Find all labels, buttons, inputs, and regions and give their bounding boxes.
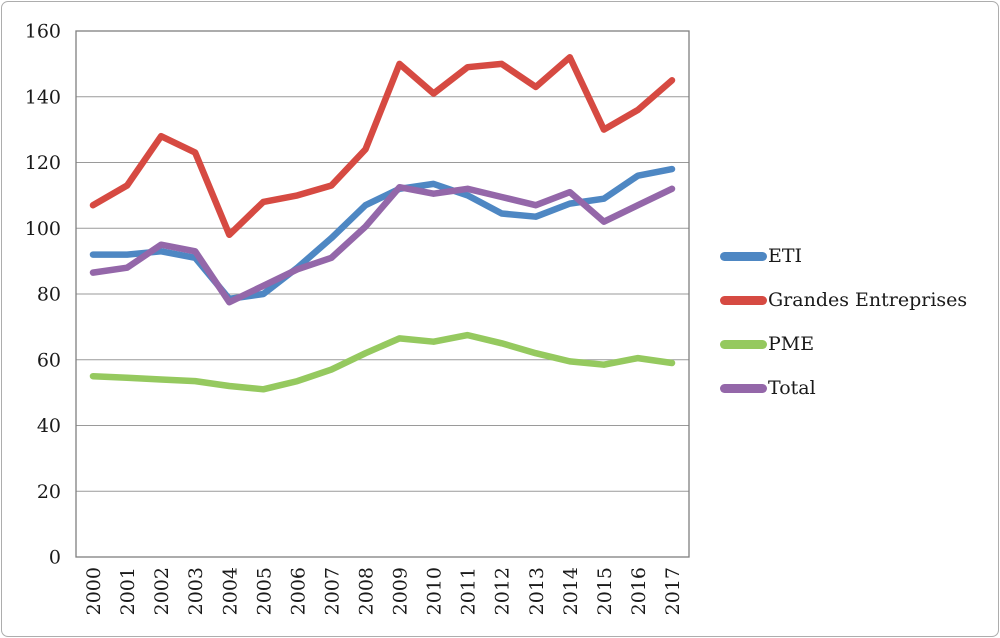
- y-tick-label: 80: [37, 284, 61, 306]
- series-line-eti: [89, 165, 676, 303]
- legend-item-grandes-entreprises: Grandes Entreprises: [720, 278, 967, 322]
- x-tick-label: 2001: [117, 567, 139, 615]
- x-tick-label: 2017: [662, 567, 684, 615]
- plot-border: [75, 30, 690, 558]
- legend-label-total: Total: [768, 377, 816, 399]
- y-tick-label: 40: [37, 415, 61, 437]
- y-tick-label: 140: [25, 86, 61, 108]
- x-tick-label: 2009: [390, 567, 412, 615]
- legend-label-eti: ETI: [768, 245, 803, 267]
- legend-marker-pme: [720, 339, 767, 349]
- x-tick-label: 2010: [424, 567, 446, 615]
- x-tick-label: 2016: [628, 567, 650, 615]
- legend-item-eti: ETI: [720, 234, 967, 278]
- series-line-pme: [89, 331, 676, 393]
- x-tick-label: 2007: [321, 567, 343, 615]
- legend-item-pme: PME: [720, 322, 967, 366]
- y-tick-label: 120: [25, 152, 61, 174]
- legend-marker-total: [720, 383, 767, 393]
- x-tick-label: 2011: [458, 567, 480, 615]
- legend-label-grandes-entreprises: Grandes Entreprises: [768, 289, 968, 311]
- x-tick-label: 2004: [219, 567, 241, 615]
- x-tick-label: 2005: [253, 567, 275, 615]
- x-tick-label: 2006: [287, 567, 309, 615]
- legend-label-pme: PME: [768, 333, 815, 355]
- x-tick-label: 2012: [492, 567, 514, 615]
- x-tick-label: 2014: [560, 567, 582, 615]
- x-tick-label: 2003: [185, 567, 207, 615]
- y-tick-label: 100: [25, 218, 61, 240]
- y-tick-label: 20: [37, 481, 61, 503]
- x-tick-label: 2008: [355, 567, 377, 615]
- legend-item-total: Total: [720, 366, 967, 410]
- x-tick-label: 2015: [594, 567, 616, 615]
- y-tick-label: 60: [37, 349, 61, 371]
- legend-marker-eti: [720, 251, 767, 261]
- y-tick-label: 160: [25, 21, 61, 43]
- legend-marker-grandes-entreprises: [720, 295, 767, 305]
- x-tick-label: 2013: [526, 567, 548, 615]
- series-line-grandes-entreprises: [89, 54, 676, 239]
- y-tick-label: 0: [49, 547, 61, 569]
- legend: ETI Grandes Entreprises PME Total: [720, 234, 967, 410]
- series-line-total: [89, 183, 676, 306]
- x-tick-label: 2000: [83, 567, 105, 615]
- x-tick-label: 2002: [151, 567, 173, 615]
